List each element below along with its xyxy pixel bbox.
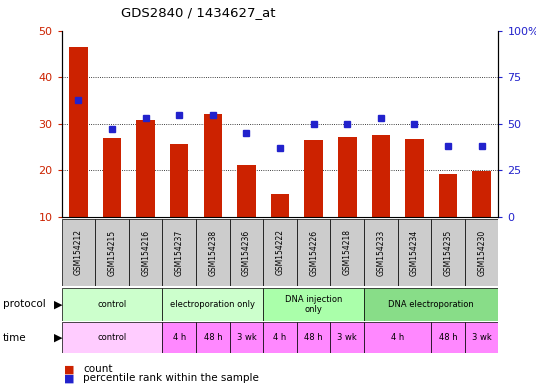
Bar — [338, 137, 356, 217]
Bar — [196, 322, 229, 353]
Text: 4 h: 4 h — [173, 333, 186, 342]
Text: ▶: ▶ — [54, 333, 62, 343]
Bar — [263, 288, 364, 321]
Bar — [364, 322, 431, 353]
Text: 48 h: 48 h — [304, 333, 323, 342]
Bar — [439, 174, 457, 217]
Text: GSM154235: GSM154235 — [444, 229, 452, 276]
Text: electroporation only: electroporation only — [170, 300, 255, 309]
Bar — [95, 219, 129, 286]
Bar — [62, 219, 95, 286]
Bar — [263, 322, 297, 353]
Bar — [237, 165, 256, 217]
Text: GSM154236: GSM154236 — [242, 229, 251, 276]
Text: 48 h: 48 h — [204, 333, 222, 342]
Text: 48 h: 48 h — [439, 333, 457, 342]
Text: GSM154216: GSM154216 — [141, 229, 150, 276]
Bar — [162, 288, 263, 321]
Text: GSM154215: GSM154215 — [108, 229, 116, 276]
Text: GSM154238: GSM154238 — [209, 229, 218, 276]
Bar — [364, 219, 398, 286]
Bar — [196, 219, 229, 286]
Bar — [405, 139, 424, 217]
Bar — [162, 322, 196, 353]
Bar — [364, 288, 498, 321]
Text: DNA injection
only: DNA injection only — [285, 295, 343, 314]
Bar — [136, 120, 155, 217]
Bar — [162, 219, 196, 286]
Bar — [204, 114, 222, 217]
Text: 4 h: 4 h — [391, 333, 404, 342]
Text: 3 wk: 3 wk — [236, 333, 256, 342]
Bar — [465, 322, 498, 353]
Bar — [472, 171, 491, 217]
Text: 4 h: 4 h — [273, 333, 287, 342]
Text: GDS2840 / 1434627_at: GDS2840 / 1434627_at — [121, 6, 276, 19]
Text: control: control — [98, 333, 126, 342]
Bar — [371, 136, 390, 217]
Text: ▶: ▶ — [54, 299, 62, 310]
Text: 3 wk: 3 wk — [472, 333, 492, 342]
Bar — [465, 219, 498, 286]
Bar — [229, 219, 263, 286]
Text: GSM154237: GSM154237 — [175, 229, 184, 276]
Text: protocol: protocol — [3, 299, 46, 310]
Text: GSM154226: GSM154226 — [309, 229, 318, 276]
Bar — [69, 47, 88, 217]
Text: DNA electroporation: DNA electroporation — [389, 300, 474, 309]
Bar — [331, 322, 364, 353]
Bar — [331, 219, 364, 286]
Bar — [297, 219, 331, 286]
Text: count: count — [83, 364, 113, 374]
Bar — [398, 219, 431, 286]
Bar — [263, 219, 297, 286]
Text: time: time — [3, 333, 26, 343]
Text: ■: ■ — [64, 364, 75, 374]
Text: GSM154233: GSM154233 — [376, 229, 385, 276]
Text: percentile rank within the sample: percentile rank within the sample — [83, 373, 259, 383]
Bar — [62, 322, 162, 353]
Text: GSM154234: GSM154234 — [410, 229, 419, 276]
Text: control: control — [98, 300, 126, 309]
Text: GSM154230: GSM154230 — [477, 229, 486, 276]
Bar — [304, 140, 323, 217]
Bar — [431, 219, 465, 286]
Bar — [431, 322, 465, 353]
Bar — [271, 194, 289, 217]
Text: GSM154222: GSM154222 — [276, 230, 285, 275]
Bar — [103, 138, 121, 217]
Text: 3 wk: 3 wk — [337, 333, 357, 342]
Bar — [297, 322, 331, 353]
Bar — [129, 219, 162, 286]
Bar — [170, 144, 189, 217]
Bar — [62, 288, 162, 321]
Text: ■: ■ — [64, 373, 75, 383]
Text: GSM154212: GSM154212 — [74, 230, 83, 275]
Text: GSM154218: GSM154218 — [343, 230, 352, 275]
Bar — [229, 322, 263, 353]
